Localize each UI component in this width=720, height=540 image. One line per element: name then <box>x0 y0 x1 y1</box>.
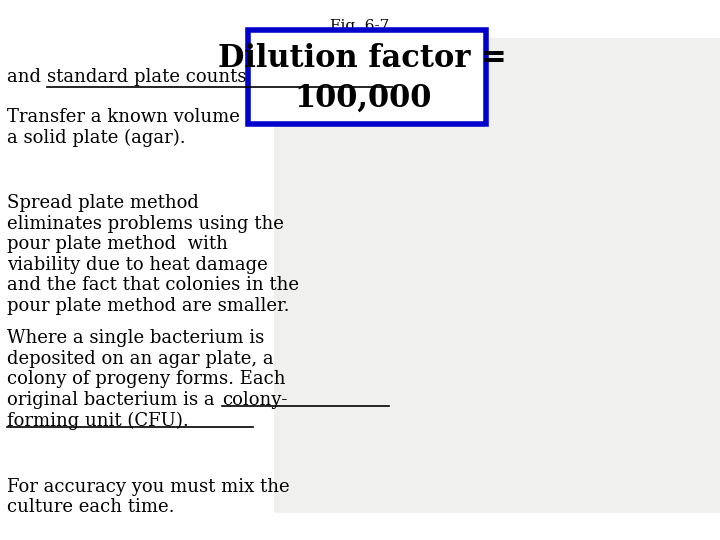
FancyBboxPatch shape <box>248 30 486 124</box>
Text: Fig. 6-7: Fig. 6-7 <box>330 19 390 33</box>
Text: colony of progeny forms. Each: colony of progeny forms. Each <box>7 370 286 388</box>
Text: deposited on an agar plate, a: deposited on an agar plate, a <box>7 350 274 368</box>
Text: eliminates problems using the: eliminates problems using the <box>7 215 284 233</box>
Text: Where a single bacterium is: Where a single bacterium is <box>7 329 264 347</box>
Text: pour plate method are smaller.: pour plate method are smaller. <box>7 297 289 315</box>
Text: and: and <box>7 68 47 85</box>
Text: original bacterium is a: original bacterium is a <box>7 391 220 409</box>
Text: culture each time.: culture each time. <box>7 498 175 516</box>
Text: viability due to heat damage: viability due to heat damage <box>7 256 268 274</box>
Text: forming unit (CFU).: forming unit (CFU). <box>7 411 189 430</box>
Text: and the fact that colonies in the: and the fact that colonies in the <box>7 276 300 294</box>
Text: Transfer a known volume onto: Transfer a known volume onto <box>7 108 287 126</box>
Text: pour plate method  with: pour plate method with <box>7 235 228 253</box>
Text: standard plate counts: standard plate counts <box>47 68 246 85</box>
Text: colony-: colony- <box>222 391 287 409</box>
Text: For accuracy you must mix the: For accuracy you must mix the <box>7 478 290 496</box>
FancyBboxPatch shape <box>274 38 720 513</box>
Text: Spread plate method: Spread plate method <box>7 194 199 212</box>
Text: Dilution factor =: Dilution factor = <box>218 43 507 74</box>
Text: a solid plate (agar).: a solid plate (agar). <box>7 129 186 147</box>
Text: 100,000: 100,000 <box>294 83 431 113</box>
